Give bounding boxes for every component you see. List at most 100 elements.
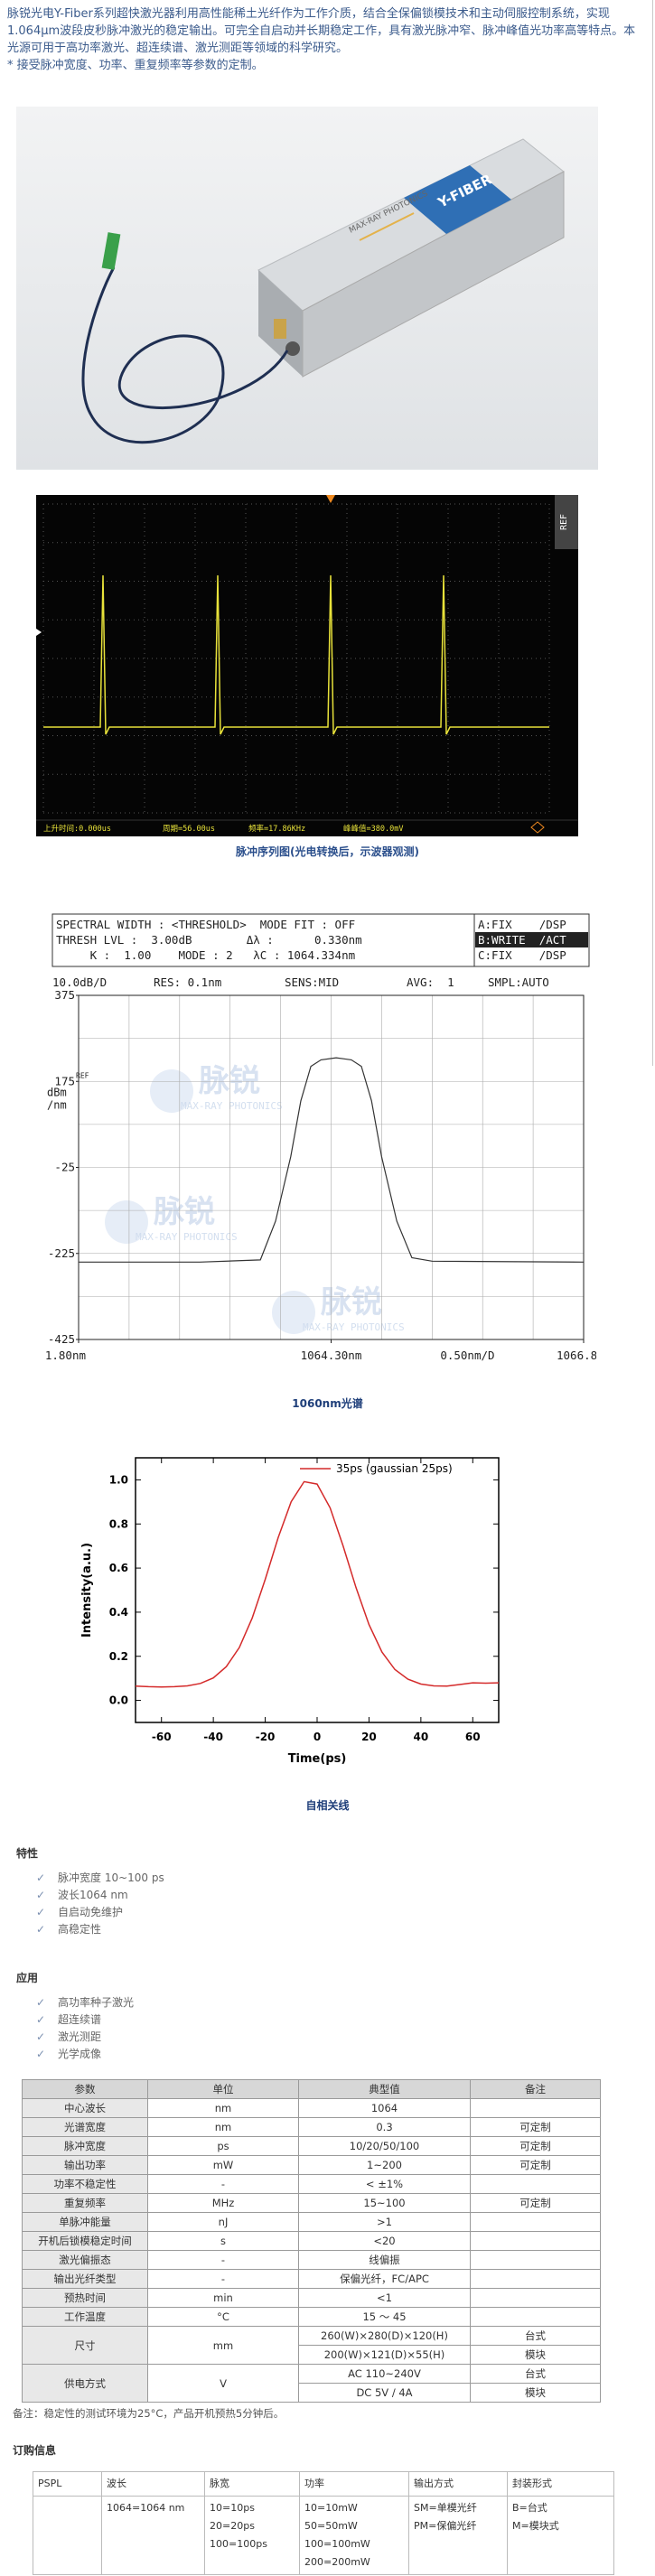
list-text: 光学成像 [58, 2048, 102, 2060]
header-cell: 单位 [147, 2079, 299, 2099]
spec-cell: 模块 [470, 2345, 601, 2365]
spec-cell: 15~100 [298, 2193, 471, 2213]
check-icon: ✓ [36, 1889, 46, 1901]
spec-row: 输出功率 mW 1~200 可定制 [22, 2155, 601, 2175]
y-axis-label: Intensity(a.u.) [80, 1543, 94, 1638]
param-cell: 尺寸 [22, 2326, 148, 2365]
order-cell: SM=单模光纤 PM=保偏光纤 [408, 2496, 508, 2575]
header-row: PSPL 波长 脉宽 功率 输出方式 封装形式 [33, 2471, 614, 2497]
setting: RES: 0.1nm [154, 975, 221, 989]
pulse-train-caption: 脉冲序列图(光电转换后，示波器观测) [236, 845, 419, 858]
list-text: 超连续谱 [58, 2013, 102, 2026]
watermark: MAX-RAY PHOTONICS [136, 1231, 238, 1243]
param-cell: 脉冲宽度 [22, 2136, 148, 2156]
x-tick-label: 40 [414, 1731, 429, 1743]
header-cell: 脉宽 [204, 2471, 300, 2497]
spec-cell: 台式 [470, 2364, 601, 2384]
spec-row: 工作温度 °C 15 ～ 45 [22, 2307, 601, 2327]
spec-cell: nm [147, 2117, 299, 2137]
order-option: 100=100ps [210, 2538, 267, 2550]
spec-row: 尺寸 mm 260(W)×280(D)×120(H) 台式 [22, 2326, 601, 2365]
spec-cell: 模块 [470, 2383, 601, 2403]
y-tick-label: 0.4 [109, 1606, 128, 1619]
param-cell: 重复频率 [22, 2193, 148, 2213]
y-tick-label: -425 [48, 1332, 75, 1346]
spec-row: 光谱宽度 nm 0.3 可定制 [22, 2117, 601, 2137]
spec-row: 重复频率 MHz 15~100 可定制 [22, 2193, 601, 2213]
y-tick-label: -25 [54, 1161, 75, 1174]
order-option: B=台式 [512, 2502, 547, 2514]
x-tick-label: -60 [152, 1731, 172, 1743]
spec-cell [470, 2098, 601, 2118]
param-cell: 开机后锁模稳定时间 [22, 2231, 148, 2251]
spec-row: 功率不稳定性 - < ±1% [22, 2174, 601, 2194]
order-option: 200=200mW [304, 2556, 370, 2568]
spectrum-caption: 1060nm光谱 [292, 1397, 363, 1410]
list-text: 自启动免维护 [58, 1906, 124, 1918]
spec-row: 中心波长 nm 1064 [22, 2098, 601, 2118]
x-tick-label: -40 [203, 1731, 223, 1743]
x-axis-label: Time(ps) [288, 1752, 347, 1766]
spec-cell: < ±1% [298, 2174, 471, 2194]
scope-status: 周期=56.00us [163, 825, 215, 834]
spec-cell [470, 2174, 601, 2194]
x-tick-label: 1066.80nm [557, 1349, 596, 1362]
check-icon: ✓ [36, 2030, 46, 2043]
header-cell: 输出方式 [408, 2471, 508, 2497]
spec-cell: 线偏振 [298, 2250, 471, 2270]
spec-cell: s [147, 2231, 299, 2251]
spec-cell: - [147, 2174, 299, 2194]
header-row: 参数 单位 典型值 备注 [22, 2079, 601, 2099]
list-item: ✓ 光学成像 [36, 2046, 101, 2061]
header-line: K : 1.00 MODE : 2 λC : 1064.334nm [56, 948, 355, 962]
spec-cell: nJ [147, 2212, 299, 2232]
list-item: ✓ 高功率种子激光 [36, 1994, 134, 2010]
pulse-train-scope: REF 上升时间:0.000us 周期=56.00us 频率=17.86KHz 峰峰值=… [36, 495, 578, 836]
spec-row: 输出光纤类型 - 保偏光纤，FC/APC [22, 2269, 601, 2289]
spec-cell: 0.3 [298, 2117, 471, 2137]
param-cell: 输出功率 [22, 2155, 148, 2175]
x-tick-label: 0 [313, 1731, 321, 1743]
note: 备注：稳定性的测试环境为25°C，产品开机预热5分钟后。 [13, 2407, 285, 2420]
spectrum-trace [79, 1057, 585, 1263]
order-option: 100=100mW [304, 2538, 370, 2550]
x-tick-label: 1061.80nm [45, 1349, 86, 1362]
header-line: THRESH LVL : 3.00dB Δλ : 0.330nm [56, 933, 362, 947]
spec-cell: <20 [298, 2231, 471, 2251]
spec-cell [470, 2212, 601, 2232]
check-icon: ✓ [36, 1871, 46, 1884]
list-item: ✓ 脉冲宽度 10~100 ps [36, 1870, 164, 1885]
x-tick-label: -20 [256, 1731, 276, 1743]
trace-state: C:FIX /DSP [478, 948, 566, 962]
spec-cell: 可定制 [470, 2136, 601, 2156]
spec-cell: >1 [298, 2212, 471, 2232]
param-cell: 工作温度 [22, 2307, 148, 2327]
param-cell: 预热时间 [22, 2288, 148, 2308]
list-item: ✓ 激光测距 [36, 2029, 101, 2044]
spec-row: 单脉冲能量 nJ >1 [22, 2212, 601, 2232]
check-icon: ✓ [36, 1996, 46, 2009]
order-cell [33, 2496, 102, 2575]
y-unit: dBm [47, 1086, 67, 1098]
watermark-logo [105, 1200, 148, 1244]
spec-cell: 15 ～ 45 [298, 2307, 471, 2327]
param-cell: 单脉冲能量 [22, 2212, 148, 2232]
y-tick-label: 0.2 [109, 1650, 128, 1663]
level-marker [36, 629, 42, 636]
header-line: SPECTRAL WIDTH : <THRESHOLD> MODE FIT : … [56, 918, 355, 931]
list-text: 激光测距 [58, 2030, 102, 2043]
check-icon: ✓ [36, 2048, 46, 2060]
spec-cell: 台式 [470, 2326, 601, 2346]
x-tick-label: 60 [465, 1731, 481, 1743]
order-option: 50=50mW [304, 2520, 358, 2532]
spec-cell [470, 2269, 601, 2289]
spec-table: 参数 单位 典型值 备注 中心波长 nm 1064 光谱宽度 nm 0.3 可定制 脉冲宽度 ps 10/… [22, 2079, 601, 2403]
order-option: 1064=1064 nm [107, 2502, 185, 2514]
check-icon: ✓ [36, 1906, 46, 1918]
plot-frame [135, 1457, 500, 1723]
scope-status: 峰峰值=380.0mV [343, 824, 403, 834]
autocorrelation-caption: 自相关线 [305, 1799, 350, 1812]
list-text: 高功率种子激光 [58, 1996, 135, 2009]
list-item: ✓ 超连续谱 [36, 2011, 101, 2027]
setting: SMPL:AUTO [488, 975, 549, 989]
